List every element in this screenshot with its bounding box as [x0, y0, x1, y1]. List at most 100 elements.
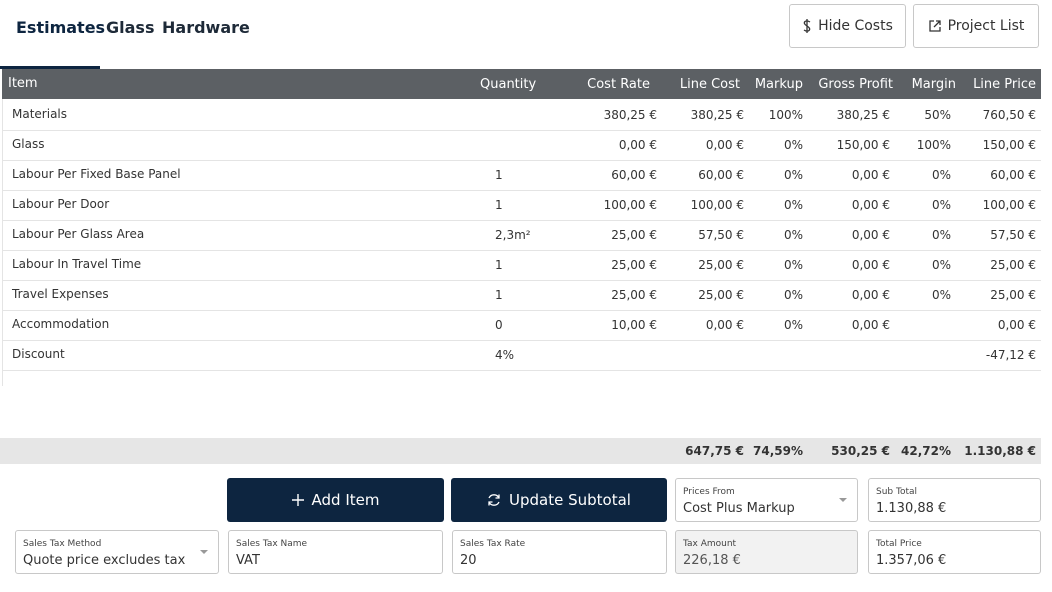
row-divider — [2, 160, 1041, 161]
input-field[interactable]: Sales Tax Name VAT — [228, 530, 443, 574]
cell: 50% — [924, 108, 951, 122]
cell: 380,25 € — [603, 108, 657, 122]
row-divider — [2, 130, 1041, 131]
total-cell: 530,25 € — [831, 444, 890, 458]
item-name: Discount — [12, 347, 65, 361]
plus-icon — [291, 494, 304, 506]
input-field[interactable]: Prices From Cost Plus Markup — [675, 478, 858, 522]
field-value: 1.357,06 € — [876, 553, 947, 568]
cell: 1 — [495, 168, 503, 182]
cell: 0% — [783, 318, 803, 332]
tab[interactable]: Estimates — [16, 18, 106, 37]
column-header: Line Cost — [679, 77, 740, 92]
cell: 0% — [931, 198, 951, 212]
cell: 760,50 € — [982, 108, 1036, 122]
field-value: 1.130,88 € — [876, 501, 947, 516]
cell: 0,00 € — [997, 318, 1036, 332]
field-value: Quote price excludes tax — [23, 553, 186, 568]
row-divider — [2, 190, 1041, 191]
update-subtotal-button[interactable]: Update Subtotal — [451, 478, 667, 522]
cell: 0,00 € — [851, 228, 890, 242]
input-field[interactable]: Sub Total 1.130,88 € — [868, 478, 1041, 522]
cell: 25,00 € — [611, 258, 657, 272]
button-label: Update Subtotal — [509, 491, 631, 509]
row-divider — [2, 250, 1041, 251]
item-name: Labour Per Glass Area — [12, 227, 145, 241]
cell: 100,00 € — [603, 198, 657, 212]
hide-costs-button[interactable]: Hide Costs — [789, 4, 906, 48]
item-name: Accommodation — [12, 317, 110, 331]
field-value: Cost Plus Markup — [683, 501, 795, 516]
dollar-icon — [803, 19, 811, 33]
item-name: Glass — [12, 137, 45, 151]
tab[interactable]: Hardware — [162, 18, 250, 37]
cell: 2,3m² — [495, 228, 531, 242]
refresh-icon — [488, 494, 500, 506]
cell: 380,25 € — [836, 108, 890, 122]
cell: 0% — [783, 168, 803, 182]
row-divider — [2, 370, 1041, 371]
table-border — [2, 99, 3, 386]
caret — [839, 498, 847, 502]
cell: -47,12 € — [985, 348, 1036, 362]
cell: 25,00 € — [611, 288, 657, 302]
input-field: Tax Amount 226,18 € — [675, 530, 858, 574]
column-header: Markup — [754, 77, 803, 92]
cell: 100,00 € — [982, 198, 1036, 212]
item-name: Labour In Travel Time — [12, 257, 142, 271]
column-header: Margin — [911, 77, 956, 92]
field-label: Sales Tax Rate — [460, 539, 526, 549]
cell: 57,50 € — [698, 228, 744, 242]
cell: 0% — [931, 288, 951, 302]
cell: 0,00 € — [851, 318, 890, 332]
cell: 1 — [495, 288, 503, 302]
total-cell: 42,72% — [901, 444, 951, 458]
cell: 60,00 € — [990, 168, 1036, 182]
cell: 1 — [495, 198, 503, 212]
external-link-icon — [928, 20, 941, 32]
dropdown-caret — [200, 550, 208, 554]
tab[interactable]: Glass — [106, 18, 155, 37]
field-label: Total Price — [876, 539, 922, 549]
totals-row — [0, 438, 1041, 464]
item-name: Travel Expenses — [12, 287, 109, 301]
cell: 100% — [916, 138, 951, 152]
cell: 100,00 € — [690, 198, 744, 212]
input-field[interactable]: Sales Tax Rate 20 — [452, 530, 667, 574]
cell: 25,00 € — [611, 228, 657, 242]
button-label: Project List — [947, 18, 1025, 34]
column-header: Item — [8, 76, 38, 91]
field-label: Tax Amount — [683, 539, 737, 549]
cell: 150,00 € — [836, 138, 890, 152]
cell: 60,00 € — [698, 168, 744, 182]
item-name: Labour Per Door — [12, 197, 110, 211]
cell: 0% — [783, 228, 803, 242]
total-cell: 74,59% — [753, 444, 803, 458]
cell: 0,00 € — [851, 168, 890, 182]
field-value: 20 — [460, 553, 477, 568]
input-field[interactable]: Sales Tax Method Quote price excludes tax — [15, 530, 219, 574]
cell: 25,00 € — [990, 258, 1036, 272]
input-field[interactable]: Total Price 1.357,06 € — [868, 530, 1041, 574]
cell: 0,00 € — [851, 258, 890, 272]
row-divider — [2, 340, 1041, 341]
cell: 4% — [495, 348, 515, 362]
column-header: Line Price — [973, 77, 1036, 92]
table-header — [2, 69, 1041, 99]
row-divider — [2, 280, 1041, 281]
project-list-button[interactable]: Project List — [913, 4, 1039, 48]
row-divider — [2, 310, 1041, 311]
add-item-button[interactable]: Add Item — [227, 478, 444, 522]
cell: 0 — [495, 318, 503, 332]
cell: 0,00 € — [705, 318, 744, 332]
field-label: Sub Total — [876, 487, 918, 497]
cell: 25,00 € — [990, 288, 1036, 302]
cell: 0% — [931, 168, 951, 182]
cell: 25,00 € — [698, 288, 744, 302]
field-value: VAT — [236, 553, 260, 568]
cell: 100% — [768, 108, 803, 122]
cell: 0,00 € — [705, 138, 744, 152]
cell: 0% — [783, 138, 803, 152]
cell: 0% — [783, 258, 803, 272]
